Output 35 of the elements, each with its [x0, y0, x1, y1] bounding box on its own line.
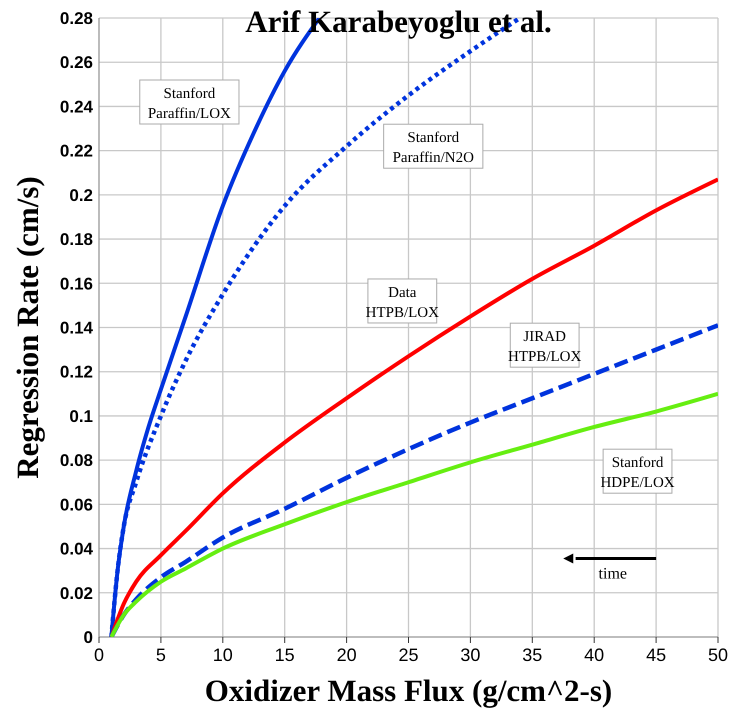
annotation: time	[598, 566, 627, 583]
x-tick-label: 15	[274, 645, 295, 665]
x-tick-label: 50	[708, 645, 728, 665]
y-tick-label: 0.2	[69, 186, 93, 205]
x-axis-title: Oxidizer Mass Flux (g/cm^2-s)	[204, 673, 612, 708]
y-tick-label: 0.18	[60, 230, 93, 250]
y-axis-title: Regression Rate (cm/s)	[10, 176, 45, 479]
x-tick-label: 30	[460, 645, 480, 665]
x-tick-label: 5	[156, 645, 166, 665]
x-tick-label: 20	[336, 645, 357, 665]
series-label: Stanford HDPE/LOX	[600, 455, 675, 492]
y-tick-label: 0.28	[60, 9, 93, 28]
series-label: Stanford Paraffin/N2O	[392, 130, 474, 166]
x-tick-label: 25	[398, 645, 419, 665]
x-tick-label: 10	[212, 645, 233, 665]
x-tick-label: 45	[646, 645, 666, 665]
x-tick-label: 35	[522, 645, 542, 665]
y-tick-label: 0.02	[60, 584, 93, 603]
series-label: Stanford Paraffin/LOX	[148, 86, 232, 122]
y-tick-label: 0.16	[60, 274, 93, 294]
y-tick-label: 0.26	[60, 53, 93, 72]
y-tick-label: 0.14	[60, 318, 94, 338]
y-tick-label: 0.04	[60, 540, 94, 559]
chart-title: Arif Karabeyoglu et al.	[245, 4, 552, 39]
y-tick-label: 0	[84, 628, 93, 647]
y-tick-label: 0.24	[60, 97, 94, 116]
y-tick-label: 0.22	[60, 142, 93, 161]
line-series	[109, 392, 718, 637]
series-label: JIRAD HTPB/LOX	[508, 329, 582, 366]
series-label: Data HTPB/LOX	[366, 284, 440, 321]
x-tick-label: 40	[584, 645, 604, 665]
y-tick-label: 0.1	[69, 406, 93, 426]
y-tick-label: 0.06	[60, 495, 93, 514]
y-tick-label: 0.08	[60, 451, 93, 470]
y-tick-label: 0.12	[60, 362, 93, 382]
